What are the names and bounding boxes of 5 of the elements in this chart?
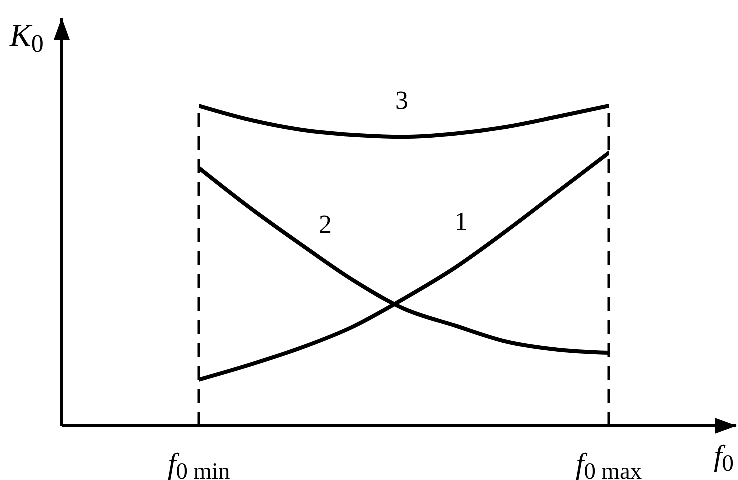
series-label: 3 — [396, 86, 408, 116]
series-label: 1 — [454, 206, 468, 236]
x-axis-title: f$_{0}$ — [714, 440, 734, 478]
y-axis-title: K$_{0}$ — [9, 17, 44, 58]
series-label: 2 — [319, 210, 332, 239]
